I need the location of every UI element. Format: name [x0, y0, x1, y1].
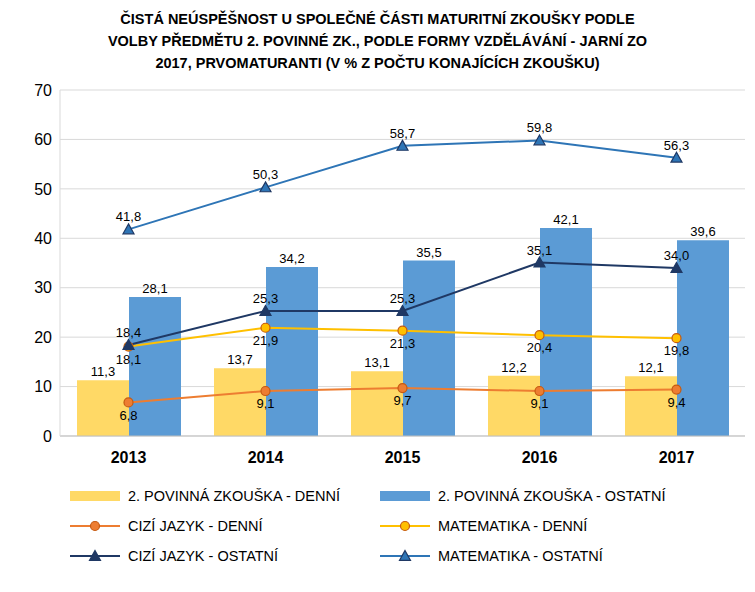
html-text:MATEMATIKA - OSTATNÍ: MATEMATIKA - OSTATNÍ — [438, 548, 603, 564]
svg-text:21,3: 21,3 — [390, 336, 415, 351]
svg-text:2016: 2016 — [522, 449, 558, 466]
svg-text:20,4: 20,4 — [527, 340, 552, 355]
svg-text:42,1: 42,1 — [553, 212, 578, 227]
svg-text:9,7: 9,7 — [393, 393, 411, 408]
svg-text:2017: 2017 — [659, 449, 695, 466]
html-text:ČISTÁ NEÚSPĚŠNOST U SPOLEČNÉ Č: ČISTÁ NEÚSPĚŠNOST U SPOLEČNÉ ČÁSTI MATUR… — [107, 11, 648, 71]
svg-text:41,8: 41,8 — [116, 209, 141, 224]
svg-text:70: 70 — [34, 82, 52, 99]
svg-text:39,6: 39,6 — [690, 224, 715, 239]
svg-text:18,1: 18,1 — [116, 352, 141, 367]
svg-text:25,3: 25,3 — [253, 291, 278, 306]
svg-text:56,3: 56,3 — [664, 138, 689, 153]
svg-text:28,1: 28,1 — [142, 281, 167, 296]
svg-text:40: 40 — [34, 230, 52, 247]
svg-text:19,8: 19,8 — [664, 343, 689, 358]
html-text:2. POVINNÁ ZKOUŠKA - DENNÍ: 2. POVINNÁ ZKOUŠKA - DENNÍ — [128, 488, 340, 504]
svg-text:60: 60 — [34, 131, 52, 148]
svg-text:50: 50 — [34, 181, 52, 198]
svg-text:59,8: 59,8 — [527, 120, 552, 135]
svg-text:30: 30 — [34, 279, 52, 296]
svg-text:10: 10 — [34, 378, 52, 395]
svg-text:12,2: 12,2 — [501, 360, 526, 375]
svg-text:9,1: 9,1 — [256, 396, 274, 411]
svg-text:0: 0 — [43, 428, 52, 445]
svg-text:50,3: 50,3 — [253, 167, 278, 182]
svg-text:13,1: 13,1 — [364, 355, 389, 370]
svg-text:11,3: 11,3 — [91, 364, 115, 379]
svg-text:25,3: 25,3 — [390, 291, 415, 306]
html-text:MATEMATIKA - DENNÍ: MATEMATIKA - DENNÍ — [438, 518, 588, 534]
svg-text:6,8: 6,8 — [119, 408, 137, 423]
svg-text:34,2: 34,2 — [279, 251, 304, 266]
html-text:CIZÍ JAZYK - OSTATNÍ: CIZÍ JAZYK - OSTATNÍ — [128, 548, 279, 564]
svg-text:35,5: 35,5 — [416, 245, 441, 260]
svg-text:34,0: 34,0 — [664, 248, 689, 263]
html-text:CIZÍ JAZYK - DENNÍ: CIZÍ JAZYK - DENNÍ — [128, 518, 263, 534]
svg-text:21,9: 21,9 — [253, 333, 278, 348]
svg-text:12,1: 12,1 — [638, 360, 663, 375]
svg-text:2014: 2014 — [248, 449, 284, 466]
svg-text:9,1: 9,1 — [530, 396, 548, 411]
svg-text:2015: 2015 — [385, 449, 421, 466]
svg-text:18,4: 18,4 — [116, 325, 141, 340]
svg-text:58,7: 58,7 — [390, 126, 415, 141]
svg-text:9,4: 9,4 — [667, 395, 685, 410]
html-text:2. POVINNÁ ZKOUŠKA - OSTATNÍ: 2. POVINNÁ ZKOUŠKA - OSTATNÍ — [438, 488, 666, 504]
svg-text:13,7: 13,7 — [227, 352, 252, 367]
svg-text:20: 20 — [34, 329, 52, 346]
svg-text:2013: 2013 — [111, 449, 147, 466]
svg-text:35,1: 35,1 — [527, 243, 552, 258]
